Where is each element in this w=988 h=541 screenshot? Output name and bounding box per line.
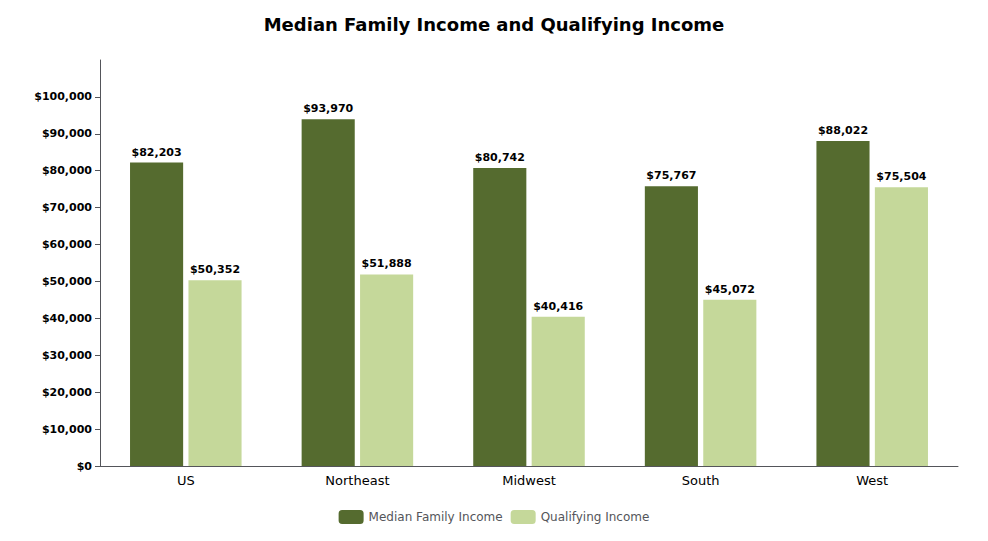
svg-text:$50,352: $50,352 — [190, 263, 240, 276]
svg-text:$75,504: $75,504 — [876, 170, 926, 183]
svg-text:Midwest: Midwest — [502, 473, 556, 488]
svg-text:Qualifying Income: Qualifying Income — [541, 510, 650, 524]
svg-text:$40,416: $40,416 — [533, 300, 583, 313]
svg-text:$93,970: $93,970 — [303, 102, 353, 115]
svg-text:$70,000: $70,000 — [42, 201, 92, 214]
svg-text:$51,888: $51,888 — [362, 257, 412, 270]
svg-text:$100,000: $100,000 — [34, 90, 92, 103]
svg-text:$75,767: $75,767 — [646, 169, 696, 182]
svg-text:$45,072: $45,072 — [705, 283, 755, 296]
svg-text:$40,000: $40,000 — [42, 312, 92, 325]
svg-text:$50,000: $50,000 — [42, 275, 92, 288]
svg-text:Northeast: Northeast — [325, 473, 389, 488]
svg-text:Median Family Income and Quali: Median Family Income and Qualifying Inco… — [264, 14, 725, 35]
svg-text:$30,000: $30,000 — [42, 349, 92, 362]
svg-text:Median Family Income: Median Family Income — [369, 510, 503, 524]
svg-text:$0: $0 — [77, 460, 93, 473]
svg-text:US: US — [177, 473, 195, 488]
svg-text:$90,000: $90,000 — [42, 127, 92, 140]
svg-text:South: South — [682, 473, 720, 488]
svg-text:$20,000: $20,000 — [42, 386, 92, 399]
svg-text:$88,022: $88,022 — [818, 124, 868, 137]
svg-text:$10,000: $10,000 — [42, 423, 92, 436]
svg-text:$82,203: $82,203 — [132, 146, 182, 159]
svg-text:$80,000: $80,000 — [42, 164, 92, 177]
svg-text:$80,742: $80,742 — [475, 151, 525, 164]
svg-text:West: West — [856, 473, 888, 488]
svg-text:$60,000: $60,000 — [42, 238, 92, 251]
